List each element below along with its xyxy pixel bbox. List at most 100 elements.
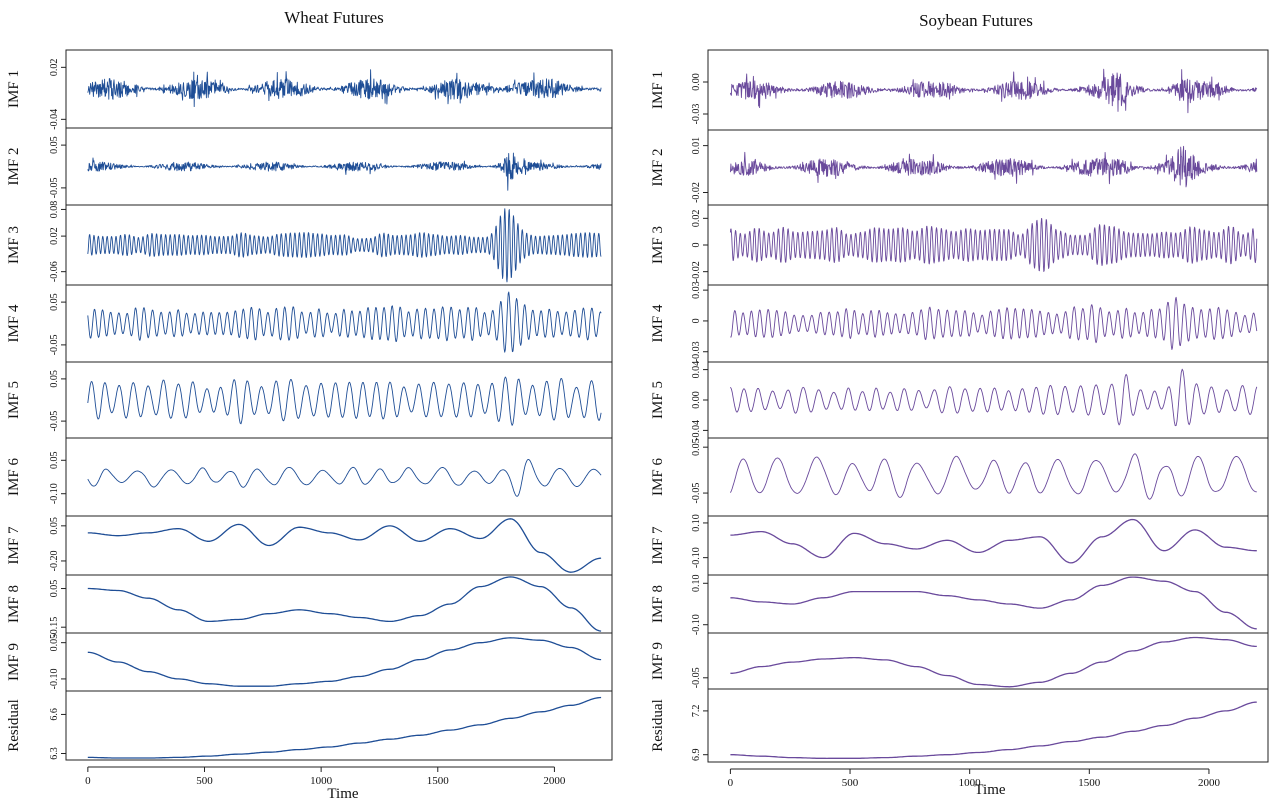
y-tick-label: 0.05 [49,452,60,470]
subplot-imf-4: -0.05 0.05 IMF 4 [6,284,613,363]
subplot-label: IMF 8 [6,585,22,623]
x-tick-label: 1000 [959,777,982,789]
y-tick-label: 0.05 [49,136,60,154]
subplot-label: IMF 1 [650,71,666,109]
subplot-label: IMF 9 [650,642,666,680]
y-tick-label: -0.05 [49,411,60,432]
subplot-label: IMF 6 [6,458,22,496]
y-tick-label: -0.04 [691,420,702,441]
subplot-imf-4: -0.03 0 0.03 IMF 4 [650,281,1269,363]
y-tick-label: -0.03 [691,104,702,125]
y-tick-label: -0.05 [691,667,702,688]
subplot-imf-3: -0.06 0.02 0.08 IMF 3 [6,201,613,286]
y-tick-label: 0.05 [49,580,60,598]
subplot-residual: 6.3 6.6 Residual [6,690,613,761]
subplot-imf-9: -0.10 0.05 IMF 9 [6,632,613,692]
subplot-label: IMF 8 [650,585,666,623]
series-line [729,453,1257,500]
soybean-x-axis: 0 500 1000 1500 2000 [728,768,1221,789]
y-tick-label: -0.02 [691,182,702,203]
y-tick-label: 6.3 [49,747,60,760]
series-line [87,518,602,573]
y-tick-label: 0.08 [49,201,60,219]
series-line [87,69,602,108]
subplot-frame [707,515,1269,576]
series-line [729,217,1258,272]
series-line [87,458,602,497]
series-line [730,576,1257,630]
subplot-label: IMF 9 [6,643,22,681]
series-line [730,296,1258,350]
y-tick-label: 0.05 [49,370,60,388]
x-tick-label: 500 [842,777,859,789]
y-tick-label: -0.04 [49,109,60,130]
wheat-x-axis: 0 500 1000 1500 2000 [85,766,566,787]
y-tick-label: -0.06 [49,261,60,282]
y-tick-label: -0.10 [49,483,60,504]
subplot-label: IMF 4 [650,304,666,342]
y-tick-label: -0.02 [691,261,702,282]
y-tick-label: -0.20 [49,551,60,572]
series-line [730,368,1258,427]
y-tick-label: 7.2 [691,705,702,718]
y-tick-label: 0.02 [691,210,702,228]
series-line [87,291,602,353]
series-line [730,518,1257,564]
subplot-imf-1: -0.03 0.00 IMF 1 [650,49,1269,131]
y-tick-label: 6.6 [49,708,60,721]
y-tick-label: 0.05 [691,438,702,456]
y-tick-label: -0.15 [49,617,60,638]
subplot-frame [65,690,613,761]
subplot-imf-8: -0.10 0.10 IMF 8 [650,574,1269,635]
subplot-imf-1: -0.04 0.02 IMF 1 [6,49,613,130]
wheat-subplots: -0.04 0.02 IMF 1 -0.05 0.05 IMF 2 -0.06 0.02 0.0… [6,49,613,761]
chart-title-soybean: Soybean Futures [919,11,1033,30]
subplot-imf-3: -0.02 0 0.02 IMF 3 [650,204,1269,286]
x-tick-label: 2000 [1198,777,1221,789]
x-axis-label-soybean: Time [974,782,1005,798]
y-tick-label: 0 [691,318,702,323]
subplot-frame [707,688,1269,763]
series-line [730,636,1257,688]
subplot-frame [65,437,613,517]
subplot-label: Residual [6,699,22,752]
subplot-label: IMF 1 [6,70,22,108]
subplot-residual: 6.9 7.2 Residual [650,688,1269,763]
subplot-label: IMF 3 [650,226,666,264]
y-tick-label: 0.05 [49,634,60,652]
y-tick-label: 0.02 [49,59,60,77]
subplot-frame [65,284,613,363]
panel-wheat-futures: Wheat Futures -0.04 0.02 IMF 1 -0.05 0.05 IMF… [6,8,613,802]
y-tick-label: 0.03 [691,281,702,299]
y-tick-label: -0.10 [691,547,702,568]
subplot-imf-7: -0.20 0.05 IMF 7 [6,515,613,576]
subplot-label: IMF 7 [650,526,666,564]
y-tick-label: 0.00 [691,73,702,91]
subplot-imf-5: -0.05 0.05 IMF 5 [6,361,613,439]
series-line [87,152,602,191]
y-tick-label: -0.03 [691,341,702,362]
subplot-label: IMF 4 [6,304,22,342]
y-tick-label: -0.05 [691,483,702,504]
subplot-label: IMF 7 [6,526,22,564]
x-tick-label: 1500 [1078,777,1101,789]
y-tick-label: 0.05 [49,293,60,311]
subplot-imf-2: -0.02 0.01 IMF 2 [650,129,1269,206]
y-tick-label: 0.10 [691,514,702,532]
y-tick-label: 0.05 [49,517,60,535]
subplot-imf-5: -0.04 0.00 0.04 IMF 5 [650,361,1269,441]
series-line [730,701,1257,760]
y-tick-label: -0.10 [691,614,702,635]
y-tick-label: -0.10 [49,668,60,689]
x-tick-label: 500 [196,775,213,787]
subplot-imf-8: -0.15 0.05 IMF 8 [6,574,613,638]
subplot-imf-7: -0.10 0.10 IMF 7 [650,514,1269,576]
panel-soybean-futures: Soybean Futures -0.03 0.00 IMF 1 -0.02 0.01 I… [650,11,1269,798]
subplot-frame [707,632,1269,690]
x-tick-label: 1500 [427,775,450,787]
subplot-imf-2: -0.05 0.05 IMF 2 [6,127,613,206]
y-tick-label: 0.00 [691,391,702,409]
subplot-label: IMF 2 [6,148,22,186]
subplot-frame [65,632,613,692]
